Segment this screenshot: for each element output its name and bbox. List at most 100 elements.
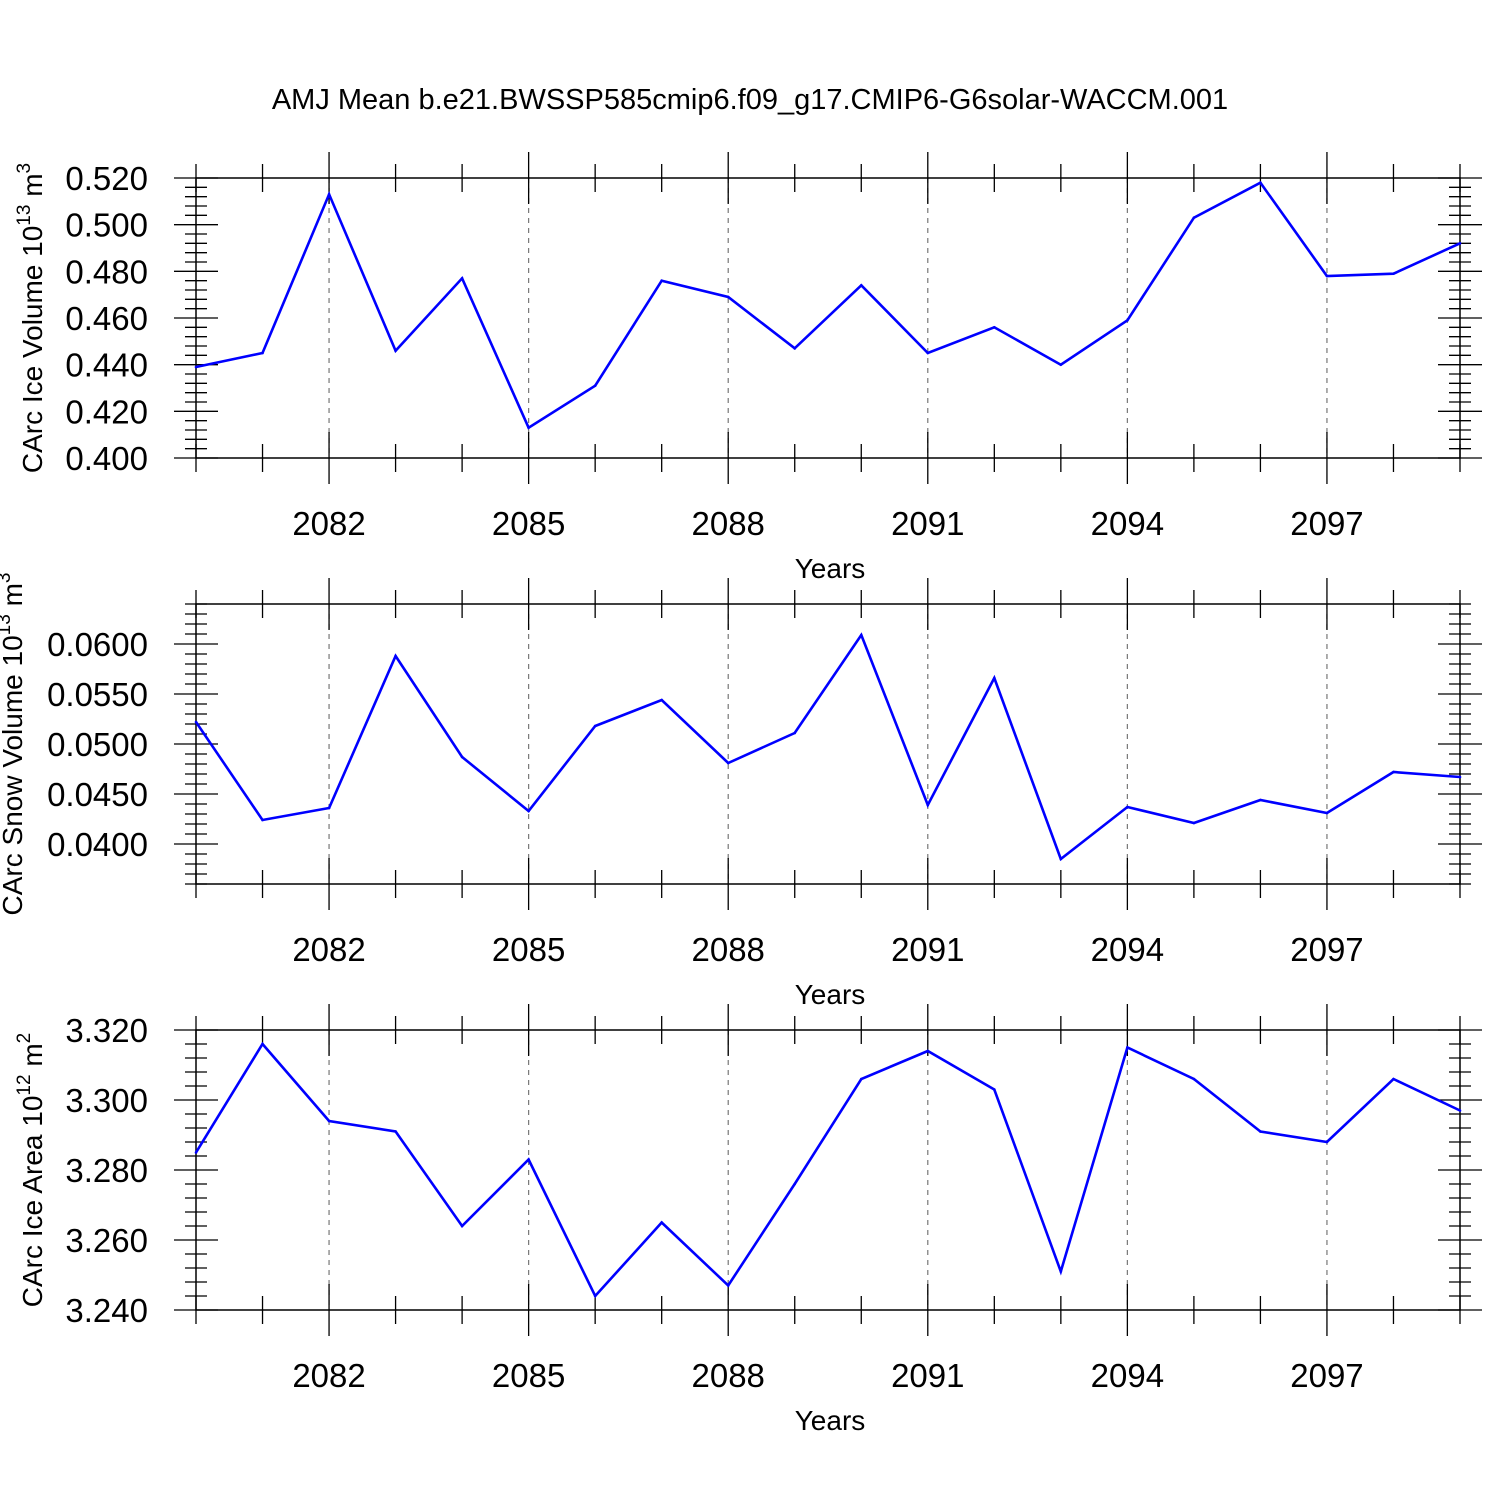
chart-panel-2: 2082 2085 2088 2091 2094 2097 0.0400 0.0450 0.05…	[0, 573, 1482, 1010]
data-point	[793, 1182, 797, 1186]
data-point	[261, 1042, 264, 1046]
x-tick-label: 2097	[1290, 1357, 1363, 1394]
y-tick-label: 3.240	[65, 1292, 148, 1329]
data-point	[1192, 1077, 1196, 1081]
data-point	[660, 698, 663, 702]
x-tick-label: 2097	[1290, 505, 1363, 542]
data-point	[1192, 216, 1196, 219]
data-point	[194, 365, 198, 369]
data-point	[1126, 805, 1129, 809]
data-point	[327, 193, 331, 196]
x-axis-label: Years	[795, 553, 866, 584]
x-tick-label: 2094	[1091, 931, 1164, 968]
y-tick-label: 0.0500	[47, 726, 148, 763]
data-point	[726, 295, 730, 299]
y-tick-label: 0.400	[65, 440, 148, 477]
data-point	[1392, 272, 1395, 275]
data-point	[793, 347, 797, 350]
data-point	[1059, 363, 1063, 366]
data-point	[1192, 821, 1196, 825]
data-point	[1325, 1140, 1329, 1144]
data-point	[1458, 242, 1462, 245]
x-tick-label: 2091	[891, 1357, 964, 1394]
data-point	[460, 277, 464, 280]
data-point	[460, 1224, 464, 1228]
data-point	[726, 1284, 730, 1287]
data-point	[527, 1158, 530, 1161]
series-line	[195, 181, 1461, 430]
data-point	[859, 633, 863, 637]
x-tick-label: 2082	[292, 505, 365, 542]
x-tick-label: 2085	[492, 1357, 565, 1394]
data-point	[327, 806, 331, 810]
data-point	[1259, 798, 1262, 802]
chart-panel-1: 2082 2085 2088 2091 2094 2097 0.400 0.420 0.440 0…	[14, 152, 1482, 584]
x-tick-label: 2088	[691, 505, 764, 542]
data-point	[394, 1130, 397, 1133]
data-point	[1458, 775, 1462, 779]
y-tick-label: 0.0450	[47, 776, 148, 813]
x-tick-label: 2085	[492, 931, 565, 968]
data-point	[726, 761, 730, 765]
plot-frame	[195, 1029, 1461, 1311]
data-point	[1059, 1270, 1063, 1273]
y-tick-label: 0.0550	[47, 676, 148, 713]
data-point	[593, 1294, 597, 1298]
y-tick-label: 3.260	[65, 1222, 148, 1259]
data-point	[1392, 770, 1395, 774]
data-point	[194, 1151, 198, 1154]
data-point	[993, 1088, 996, 1091]
y-tick-label: 0.0400	[47, 826, 148, 863]
data-point	[327, 1119, 331, 1123]
y-tick-label: 0.0600	[47, 626, 148, 663]
x-tick-label: 2082	[292, 1357, 365, 1394]
x-axis-label: Years	[795, 1405, 866, 1436]
data-point	[460, 755, 464, 759]
data-point	[859, 1077, 863, 1081]
y-axis-label: CArc Snow Volume 1013 m3	[0, 573, 28, 916]
x-tick-label: 2094	[1091, 505, 1164, 542]
data-point	[527, 426, 530, 429]
plot-frame	[195, 177, 1461, 459]
plot-frame	[195, 603, 1461, 885]
data-point	[527, 809, 530, 813]
x-tick-label: 2097	[1290, 931, 1363, 968]
data-point	[1325, 811, 1329, 815]
data-point	[1325, 274, 1329, 278]
y-axis-label: CArc Ice Area 1012 m2	[14, 1033, 48, 1307]
series-line	[194, 1041, 1461, 1299]
y-tick-label: 0.420	[65, 393, 148, 430]
x-tick-label: 2091	[891, 931, 964, 968]
y-tick-label: 0.480	[65, 253, 148, 290]
data-point	[1392, 1077, 1395, 1081]
x-tick-label: 2088	[691, 931, 764, 968]
data-point	[194, 720, 198, 724]
y-axis-label: CArc Ice Volume 1013 m3	[14, 163, 48, 473]
data-point	[926, 803, 930, 807]
x-tick-label: 2085	[492, 505, 565, 542]
y-tick-label: 0.520	[65, 160, 148, 197]
data-point	[660, 1221, 663, 1224]
chart-title: AMJ Mean b.e21.BWSSP585cmip6.f09_g17.CMI…	[271, 84, 1229, 116]
data-point	[1126, 319, 1129, 322]
data-point	[1259, 1130, 1262, 1133]
data-point	[993, 326, 996, 329]
data-point	[593, 724, 597, 728]
data-point	[926, 1049, 930, 1053]
data-point	[993, 676, 996, 680]
series-line	[194, 632, 1461, 862]
data-point	[793, 731, 797, 735]
data-point	[593, 384, 597, 387]
data-point	[660, 279, 663, 282]
x-tick-label: 2088	[691, 1357, 764, 1394]
x-tick-label: 2082	[292, 931, 365, 968]
x-axis-label: Years	[795, 979, 866, 1010]
y-tick-label: 0.500	[65, 207, 148, 244]
data-point	[926, 351, 930, 355]
y-tick-label: 3.280	[65, 1152, 148, 1189]
data-point	[1059, 857, 1063, 861]
data-point	[1458, 1109, 1462, 1112]
data-point	[394, 349, 397, 352]
y-tick-label: 0.460	[65, 300, 148, 337]
